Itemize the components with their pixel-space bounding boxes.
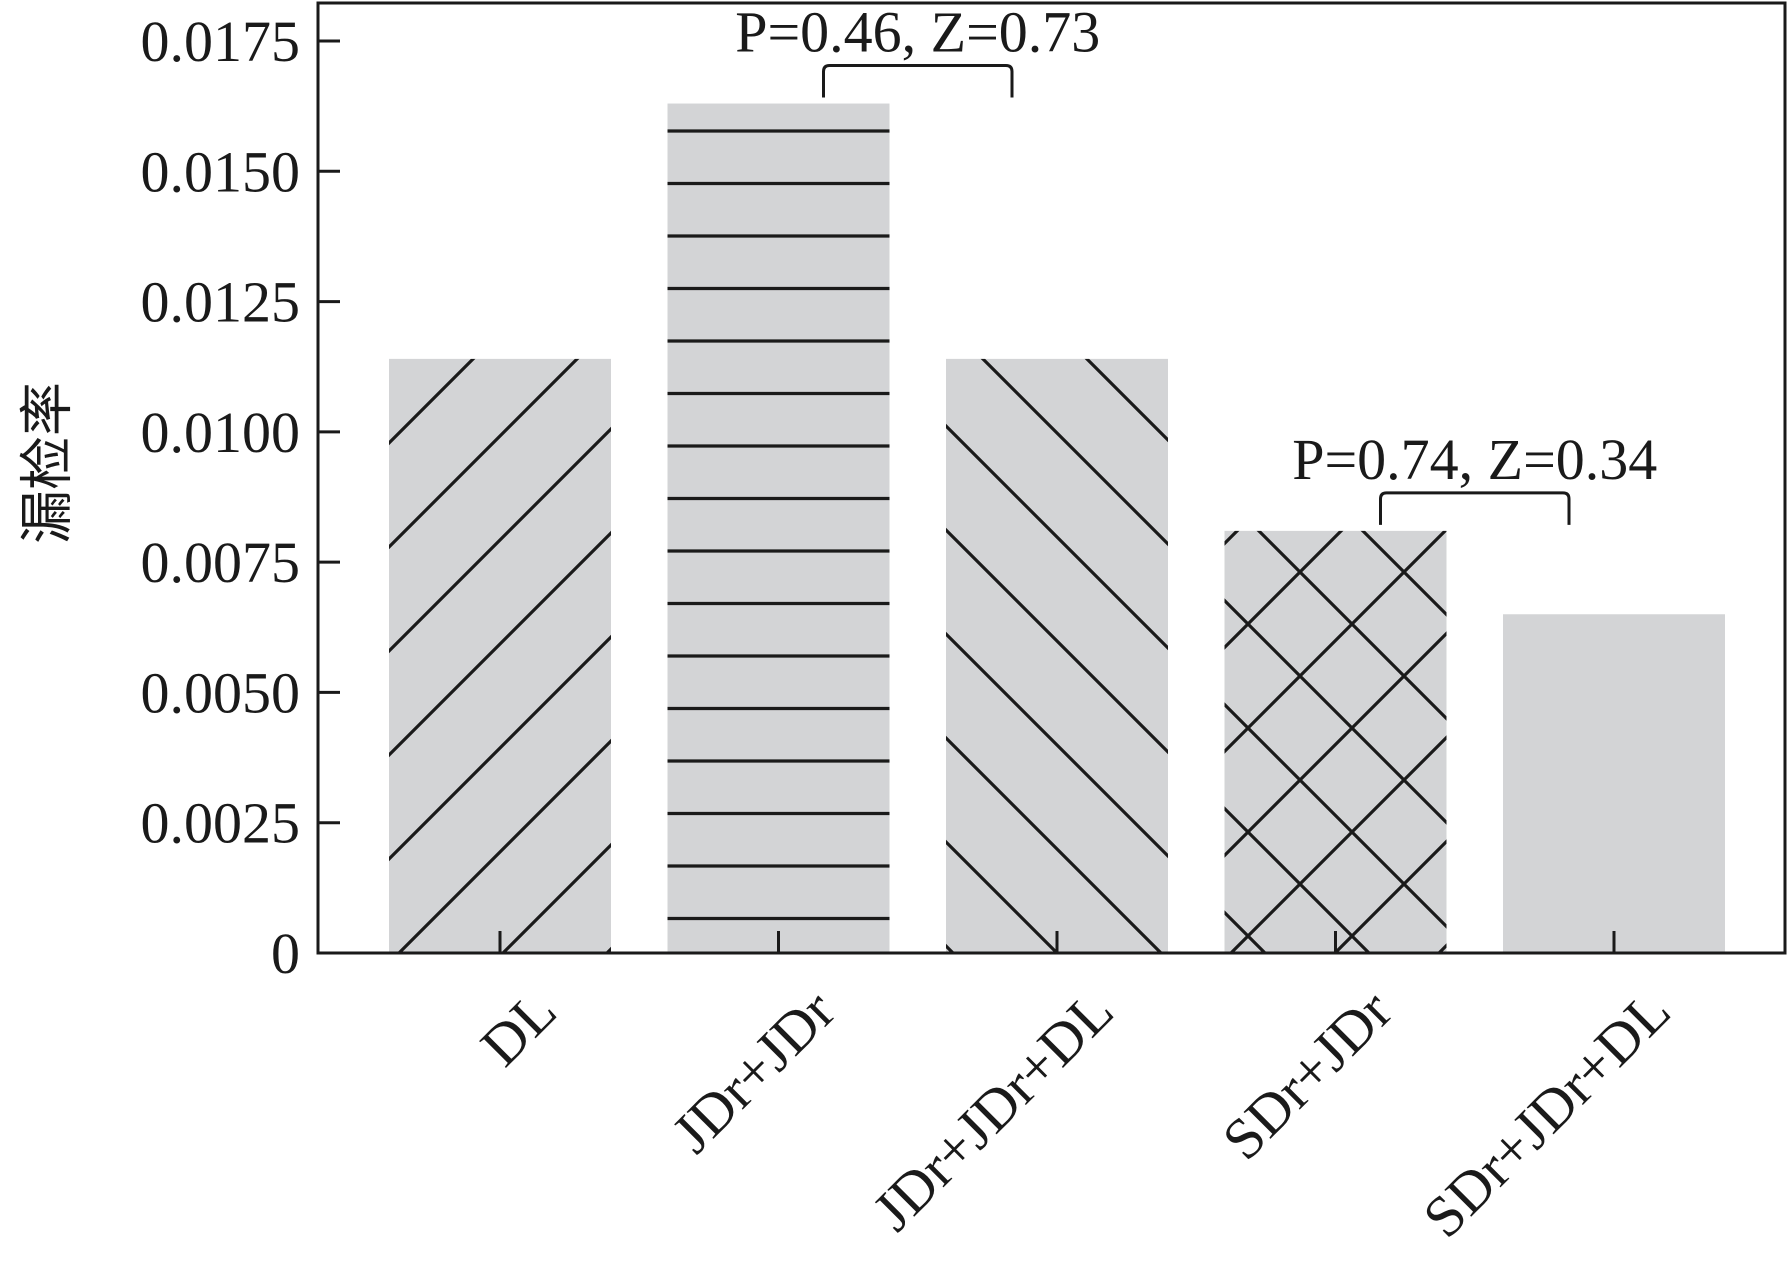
x-tick-label: JDr+JDr — [660, 978, 848, 1166]
y-tick-label: 0 — [271, 921, 300, 986]
x-tick-label: DL — [468, 978, 569, 1079]
x-tick-label: SDr+JDr — [1210, 978, 1404, 1172]
bar-jdr-plus-jdr — [667, 103, 890, 954]
y-tick-label: 0.0175 — [141, 9, 301, 74]
axes — [316, 1, 1787, 955]
x-tick-label: SDr+JDr+DL — [1410, 978, 1682, 1250]
y-tick-label: 0.0100 — [141, 400, 301, 465]
significance-label: P=0.74, Z=0.34 — [1292, 427, 1657, 492]
bar-jdr-plus-jdr-plus-dl — [946, 358, 1168, 953]
bars — [389, 103, 1725, 954]
significance-label: P=0.46, Z=0.73 — [735, 0, 1100, 65]
plot-frame — [316, 1, 1787, 955]
bar-sdr-plus-jdr — [1224, 530, 1447, 953]
y-tick-label: 0.0050 — [141, 660, 301, 725]
bar-dl — [389, 358, 611, 953]
y-axis-label: 漏检率 — [16, 382, 79, 544]
y-tick-label: 0.0025 — [141, 791, 301, 856]
bar-sdr-plus-jdr-plus-dl — [1503, 614, 1725, 953]
y-tick-label: 0.0075 — [141, 530, 301, 595]
significance-bracket — [822, 64, 1014, 98]
significance-bracket — [1379, 491, 1571, 525]
x-tick-label: JDr+JDr+DL — [860, 978, 1125, 1243]
y-tick-label: 0.0150 — [141, 139, 301, 204]
y-tick-label: 0.0125 — [141, 270, 301, 335]
annotations: P=0.46, Z=0.73 P=0.74, Z=0.34 — [735, 0, 1657, 525]
